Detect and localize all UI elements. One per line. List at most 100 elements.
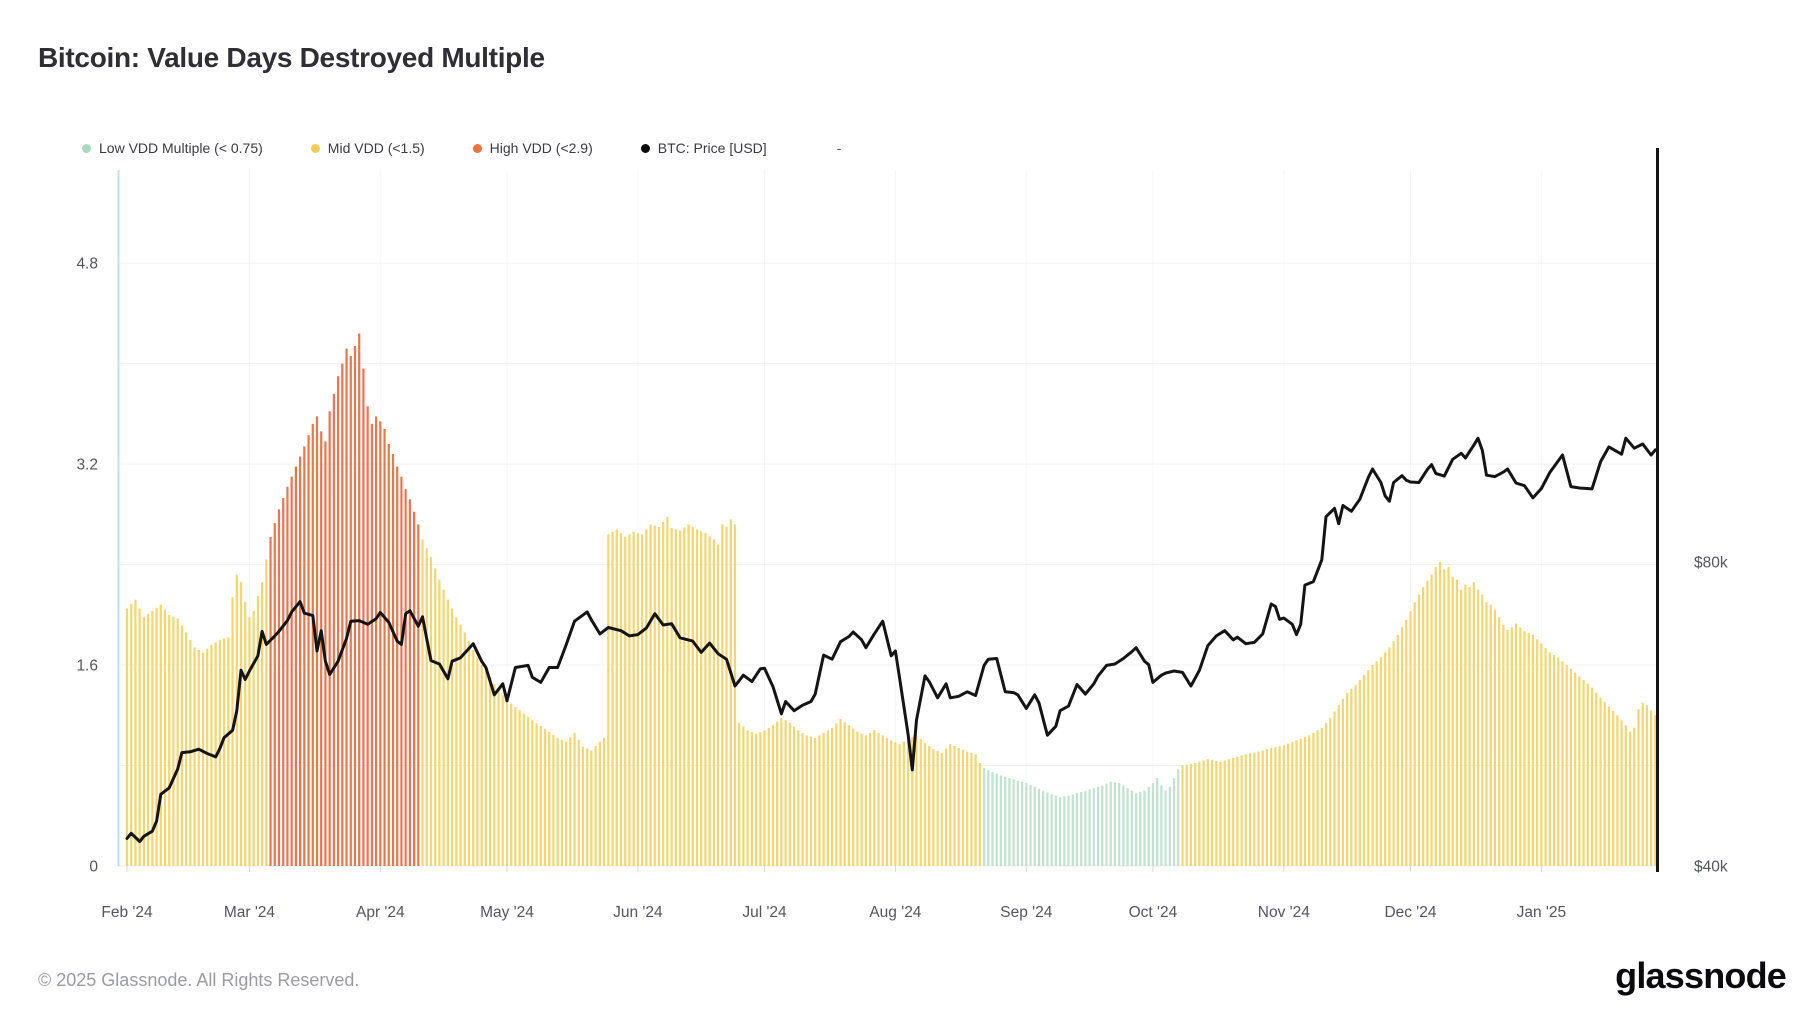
vdd-bar bbox=[1130, 790, 1133, 866]
vdd-bar bbox=[586, 748, 589, 866]
vdd-bar bbox=[1025, 783, 1028, 866]
vdd-bar bbox=[1362, 675, 1366, 866]
vdd-bar bbox=[1109, 781, 1112, 866]
vdd-bar bbox=[607, 534, 610, 866]
vdd-bar bbox=[1143, 790, 1146, 866]
legend-item-empty-series[interactable]: - bbox=[815, 140, 842, 156]
legend-item-mid-vdd[interactable]: Mid VDD (<1.5) bbox=[310, 140, 425, 156]
vdd-bar bbox=[771, 725, 775, 866]
vdd-bar bbox=[636, 533, 639, 866]
vdd-bar bbox=[725, 526, 728, 866]
vdd-bar bbox=[1443, 569, 1446, 866]
vdd-bar bbox=[332, 393, 335, 866]
vdd-bar bbox=[1565, 665, 1568, 866]
vdd-bar bbox=[337, 376, 340, 866]
x-axis-tick-label: Mar '24 bbox=[224, 904, 276, 921]
vdd-bar bbox=[573, 732, 576, 866]
vdd-bar bbox=[1400, 627, 1404, 866]
vdd-bar bbox=[1523, 631, 1526, 866]
vdd-bar bbox=[1050, 794, 1053, 866]
vdd-bar bbox=[780, 717, 783, 866]
vdd-bar bbox=[442, 589, 445, 866]
vdd-bar bbox=[1628, 731, 1632, 866]
vdd-bar bbox=[670, 528, 673, 866]
legend-item-high-vdd[interactable]: High VDD (<2.9) bbox=[472, 140, 593, 156]
vdd-bar bbox=[1156, 778, 1159, 866]
vdd-bar bbox=[459, 624, 462, 866]
vdd-bar bbox=[784, 720, 787, 866]
vdd-bar bbox=[197, 649, 200, 866]
vdd-bar bbox=[1388, 647, 1391, 866]
vdd-bar bbox=[1299, 738, 1302, 866]
vdd-bar bbox=[881, 735, 884, 866]
vdd-bar bbox=[1599, 697, 1602, 866]
vdd-bar bbox=[286, 486, 289, 866]
vdd-bar bbox=[282, 497, 285, 866]
vdd-bar bbox=[1438, 562, 1442, 866]
vdd-bar bbox=[966, 751, 969, 866]
vdd-bar bbox=[341, 363, 344, 866]
vdd-bar bbox=[294, 466, 297, 866]
vdd-bar bbox=[239, 582, 243, 866]
btc-price-line bbox=[125, 436, 1657, 843]
vdd-bar bbox=[1493, 609, 1497, 866]
vdd-bar bbox=[1468, 587, 1471, 866]
vdd-bar bbox=[1557, 657, 1560, 866]
vdd-bar bbox=[510, 703, 513, 866]
vdd-bar bbox=[1590, 687, 1594, 866]
vdd-bar bbox=[1248, 753, 1252, 866]
vdd-bar bbox=[1177, 769, 1180, 866]
vdd-bar bbox=[345, 348, 348, 866]
vdd-bar bbox=[852, 728, 855, 866]
right-axis-tick-label: $40k bbox=[1694, 859, 1728, 876]
vdd-bar bbox=[358, 333, 361, 867]
vdd-bar bbox=[843, 722, 846, 866]
vdd-bar bbox=[185, 632, 188, 866]
vdd-bar bbox=[421, 539, 424, 866]
vdd-bar bbox=[1569, 668, 1573, 866]
vdd-bar bbox=[1620, 720, 1623, 866]
vdd-bar bbox=[1409, 611, 1412, 866]
vdd-bar bbox=[788, 722, 791, 866]
vdd-bar bbox=[273, 523, 276, 866]
vdd-bar bbox=[311, 423, 314, 866]
vdd-bar bbox=[1075, 793, 1079, 866]
vdd-bar bbox=[657, 526, 661, 866]
vdd-bar bbox=[1282, 745, 1285, 866]
vdd-bar bbox=[928, 746, 931, 866]
vdd-bar bbox=[814, 737, 817, 866]
legend-item-label: Mid VDD (<1.5) bbox=[327, 140, 425, 156]
vdd-bar bbox=[387, 443, 390, 866]
vdd-bar bbox=[1151, 783, 1155, 866]
vdd-bar bbox=[391, 454, 395, 866]
vdd-bar bbox=[1329, 717, 1332, 866]
vdd-bar bbox=[687, 524, 690, 866]
vdd-bar bbox=[999, 775, 1003, 866]
vdd-bar bbox=[1527, 633, 1530, 866]
legend-item-label: High VDD (<2.9) bbox=[489, 140, 593, 156]
vdd-bar bbox=[1037, 788, 1041, 866]
vdd-bar bbox=[1603, 702, 1606, 866]
vdd-bar bbox=[1337, 705, 1340, 866]
vdd-bar bbox=[1101, 785, 1104, 866]
vdd-bar bbox=[362, 368, 365, 866]
vdd-bar bbox=[1139, 791, 1142, 866]
vdd-bar bbox=[408, 499, 411, 866]
vdd-bar bbox=[1080, 791, 1083, 866]
vdd-bar bbox=[1312, 732, 1315, 866]
vdd-bar bbox=[645, 529, 648, 866]
vdd-bar bbox=[860, 733, 863, 866]
vdd-bar bbox=[438, 579, 441, 866]
vdd-bar bbox=[1164, 790, 1167, 866]
vdd-bar bbox=[569, 737, 572, 866]
vdd-bar bbox=[1160, 785, 1163, 866]
vdd-bar bbox=[1185, 764, 1188, 866]
legend-item-low-vdd-multiple[interactable]: Low VDD Multiple (< 0.75) bbox=[82, 140, 263, 156]
vdd-bar bbox=[320, 431, 323, 866]
legend-item-btc-price-usd[interactable]: BTC: Price [USD] bbox=[640, 140, 767, 156]
vdd-bar bbox=[1654, 715, 1657, 866]
axis-labels: 0 1.6 3.2 4.8 $40k $80k Feb '24 Mar '24 Apr '24 M… bbox=[76, 256, 1727, 921]
x-axis-tick-label: Feb '24 bbox=[101, 904, 153, 921]
vdd-bar bbox=[446, 599, 449, 866]
vdd-bar bbox=[1574, 672, 1577, 866]
